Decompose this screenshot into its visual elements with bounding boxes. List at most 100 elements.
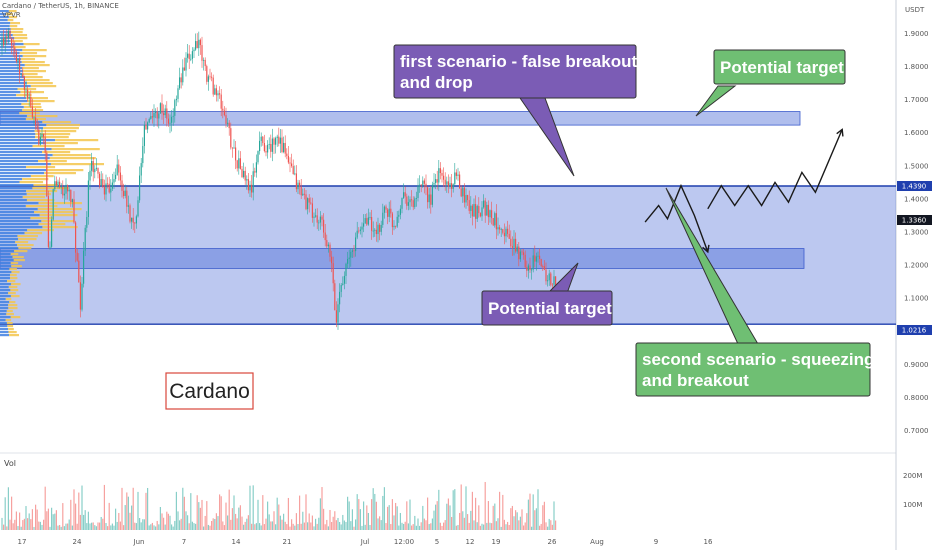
volume-bar <box>427 497 429 530</box>
candle-body <box>284 142 286 154</box>
volume-bar <box>323 508 325 530</box>
candle-body <box>163 113 165 116</box>
candle-body <box>254 171 256 173</box>
vpvr-bar-buy <box>0 277 10 280</box>
candle-body <box>252 171 254 193</box>
candle-body <box>527 265 529 271</box>
candle-body <box>175 98 177 101</box>
volume-bar <box>39 521 41 530</box>
candle-body <box>31 106 33 118</box>
vpvr-bar-sell <box>42 226 78 229</box>
candle-body <box>521 251 523 253</box>
resistance-price-tag <box>897 181 932 191</box>
volume-bar <box>190 493 192 530</box>
vpvr-bar-buy <box>0 22 11 25</box>
vpvr-bar-sell <box>10 295 20 298</box>
vpvr-bar-sell <box>12 34 28 37</box>
candle-body <box>529 265 531 271</box>
vpvr-bar-sell <box>21 61 45 64</box>
candle-body <box>79 282 81 310</box>
candle-body <box>339 291 341 305</box>
volume-bar <box>44 486 46 530</box>
volume-bar <box>55 510 57 530</box>
candle-body <box>451 183 453 189</box>
candle-body <box>236 160 238 169</box>
candle-body <box>291 163 293 167</box>
volume-bar <box>121 487 123 530</box>
candle-body <box>292 166 294 175</box>
volume-bar <box>383 487 385 530</box>
vpvr-bar-buy <box>0 46 14 49</box>
callout-first-scenario-box <box>393 44 637 99</box>
volume-bar <box>196 495 198 530</box>
vpvr-bar-sell <box>22 178 49 181</box>
candle-body <box>259 140 261 152</box>
vpvr-bar-buy <box>0 283 11 286</box>
vpvr-bar-sell <box>19 52 38 55</box>
candle-body <box>267 144 269 153</box>
volume-bar <box>505 524 507 530</box>
volume-bar <box>7 487 9 530</box>
candle-body <box>147 122 149 130</box>
vpvr-bar-sell <box>26 190 58 193</box>
vpvr-bar-sell <box>20 58 36 61</box>
volume-bar <box>343 520 345 530</box>
candle-body <box>359 229 361 231</box>
vpvr-bar-buy <box>0 13 7 16</box>
vpvr-bar-buy <box>0 226 43 229</box>
vpvr-bar-buy <box>0 88 18 91</box>
vpvr-bar-buy <box>0 19 8 22</box>
vpvr-bar-sell <box>23 43 40 46</box>
vpvr-bar-sell <box>27 229 54 232</box>
volume-bar <box>495 521 497 530</box>
candle-body <box>412 200 414 208</box>
candle-body <box>532 255 534 270</box>
scenario-first-arrowhead <box>702 244 710 254</box>
volume-bar <box>227 515 229 530</box>
zone-mid-zone <box>0 248 805 269</box>
volume-bar <box>411 525 413 530</box>
vpvr-bar-buy <box>0 91 21 94</box>
vpvr-bar-buy <box>0 193 27 196</box>
vpvr-bar-buy <box>0 223 39 226</box>
candle-body <box>449 183 451 187</box>
candle-body <box>310 202 312 204</box>
vpvr-bar-sell <box>27 100 55 103</box>
volume-bar <box>27 518 29 530</box>
volume-bar <box>47 508 49 530</box>
volume-bar <box>468 522 470 530</box>
volume-bar <box>396 506 398 530</box>
volume-bar <box>430 523 432 530</box>
volume-bar <box>276 497 278 530</box>
candle-body <box>123 190 125 196</box>
candle-body <box>46 152 48 197</box>
vpvr-bar-buy <box>0 130 35 133</box>
candle-body <box>78 260 80 283</box>
volume-bar <box>23 518 25 530</box>
time-tick-label: 16 <box>704 538 713 546</box>
vpvr-bar-buy <box>0 124 47 127</box>
candle-body <box>343 275 345 284</box>
time-tick-label: 12:00 <box>394 538 414 546</box>
vpvr-bar-buy <box>0 67 23 70</box>
candle-body <box>465 195 467 203</box>
vpvr-bar-sell <box>15 241 29 244</box>
candle-body <box>481 207 483 217</box>
callout-bottom-target-text: Potential target <box>488 299 612 318</box>
candle-body <box>174 100 176 116</box>
candle-body <box>318 222 320 224</box>
volume-bar <box>404 521 406 530</box>
vpvr-bar-sell <box>17 88 37 91</box>
candle-body <box>513 238 515 248</box>
candle-body <box>483 200 485 208</box>
candle-body <box>307 198 309 210</box>
candle-body <box>102 179 104 187</box>
candle-body <box>119 172 121 181</box>
volume-bar <box>358 499 360 530</box>
volume-bar <box>334 511 336 530</box>
volume-bar <box>292 523 294 530</box>
volume-bar <box>449 505 451 530</box>
candle-body <box>220 94 222 109</box>
